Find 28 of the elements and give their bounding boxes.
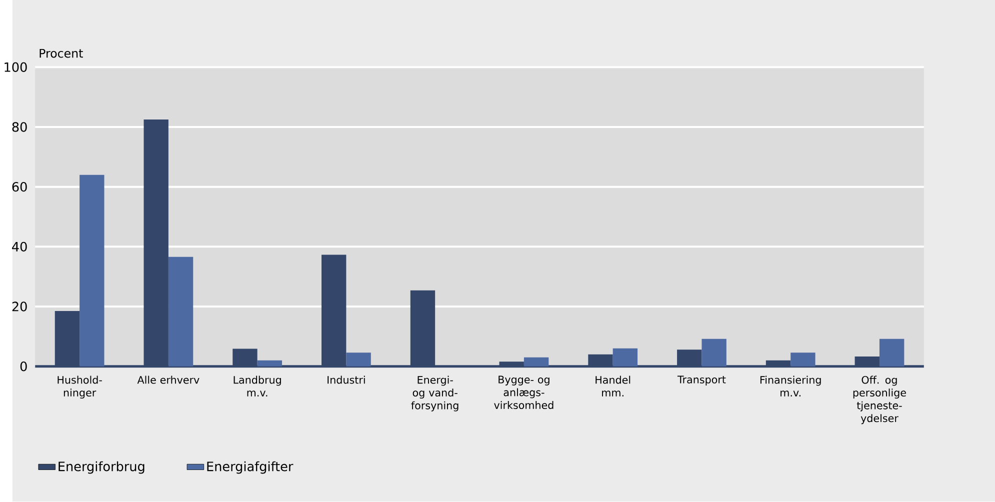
x-tick-label: Transport xyxy=(677,376,726,386)
x-tick-label: Off. og personlige tjeneste-ydelser xyxy=(853,376,906,424)
bar xyxy=(168,257,194,367)
x-tick-label: Handel mm. xyxy=(596,376,630,397)
x-tick-label: Energi- og vand-forsyning xyxy=(411,376,458,412)
y-tick-label: 20 xyxy=(12,302,27,312)
x-tick-label: Landbrug m.v. xyxy=(234,376,281,397)
x-tick-label: Hushold-ninger xyxy=(58,376,102,399)
y-tick-label: 0 xyxy=(20,362,27,372)
bar xyxy=(702,339,726,367)
bar xyxy=(612,348,638,367)
x-tick-label: Industri xyxy=(328,376,365,384)
y-tick-label: 100 xyxy=(4,62,27,72)
bar xyxy=(257,360,282,367)
bar xyxy=(879,339,904,367)
bar xyxy=(790,352,816,367)
bar xyxy=(80,175,104,367)
legend-label: Energiforbrug xyxy=(58,462,144,474)
x-tick-label: Finansiering m.v. xyxy=(760,376,821,397)
x-tick-label: Alle erhverv xyxy=(137,376,200,384)
x-tick-label: Bygge- og anlægs-virksomhed xyxy=(494,376,554,410)
bar xyxy=(346,352,371,367)
y-tick-label: 40 xyxy=(12,242,27,252)
y-axis-title: Procent xyxy=(40,49,83,58)
y-tick-label: 80 xyxy=(12,122,27,132)
legend-label: Energiafgifter xyxy=(207,462,294,474)
y-tick-label: 60 xyxy=(12,182,27,192)
bar xyxy=(524,358,549,367)
